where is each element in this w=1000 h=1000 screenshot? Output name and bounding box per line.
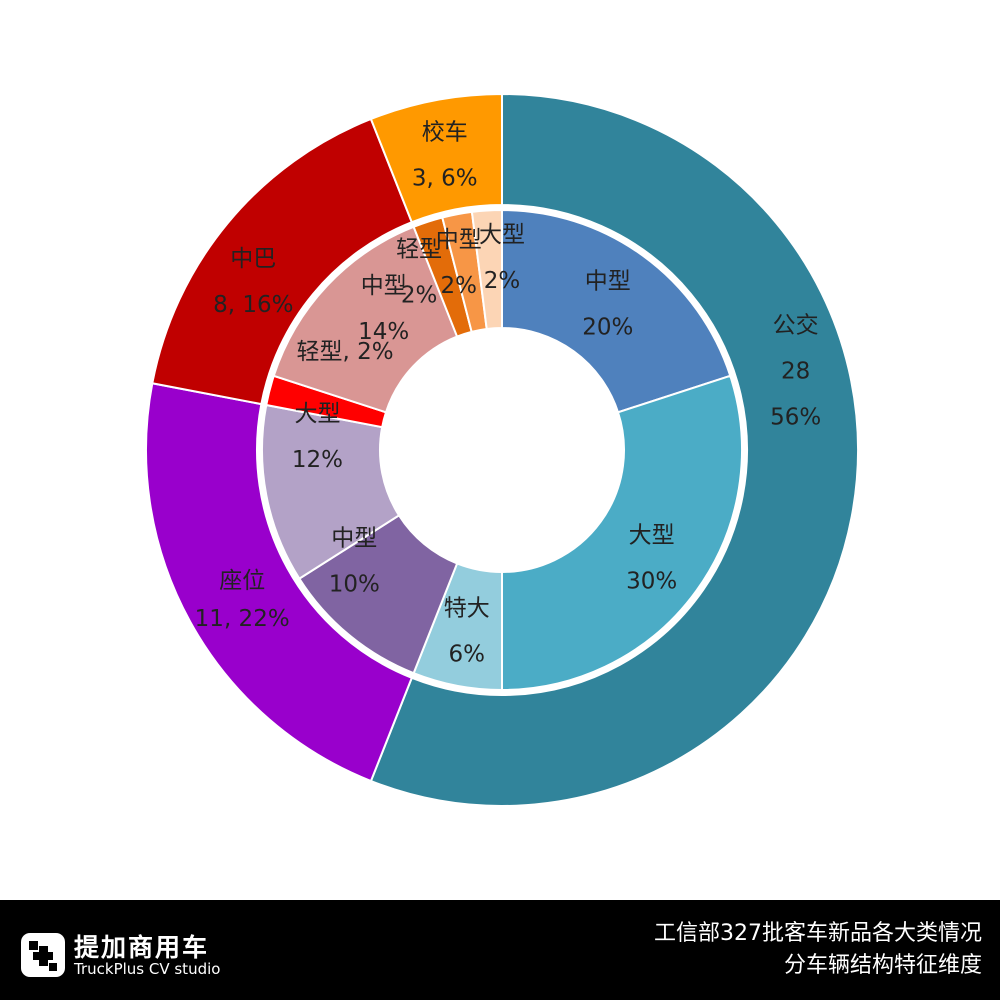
outer-ring-label-line: 中巴 xyxy=(230,246,276,272)
outer-ring-data-label: 公交 28 56% xyxy=(770,312,821,430)
inner-ring-data-label: 中型 20% xyxy=(582,268,633,340)
inner-ring-data-label: 大型 30% xyxy=(626,522,677,594)
inner-ring-label-line: 大型 xyxy=(479,222,525,248)
caption-line-1: 工信部327批客车新品各大类情况 xyxy=(654,921,982,946)
inner-ring-label-line: 中型 xyxy=(436,226,482,252)
inner-ring-label-line: 中型 xyxy=(585,268,631,294)
inner-ring-label-line: 6% xyxy=(448,641,485,667)
chart-svg: 公交 28 56% 座位 11, 22% 中巴 8, 16% 校车 3, 6% 中型 20% 大型 30… xyxy=(145,92,859,807)
outer-ring-label-line: 座位 xyxy=(219,568,265,594)
truckplus-logo-icon xyxy=(21,933,65,977)
inner-ring-slice xyxy=(501,374,744,692)
inner-ring-label-line: 大型 xyxy=(294,401,340,427)
inner-ring-slice xyxy=(272,225,459,414)
outer-ring-label-line: 8, 16% xyxy=(213,292,293,318)
outer-ring-label-line: 28 xyxy=(781,358,810,384)
outer-ring-data-label: 校车 3, 6% xyxy=(412,119,478,191)
inner-ring-data-label: 轻型, 2% xyxy=(297,338,394,364)
inner-ring-label-line: 特大 xyxy=(444,595,490,621)
inner-ring-label-line: 2% xyxy=(441,272,478,298)
inner-ring-data-label: 轻型 2% xyxy=(396,236,442,308)
inner-ring-label-line: 轻型, 2% xyxy=(297,338,394,364)
outer-ring-label-line: 56% xyxy=(770,404,821,430)
inner-ring-data-label: 中型 2% xyxy=(436,226,482,298)
inner-ring-label-line: 2% xyxy=(401,282,438,308)
inner-ring-slice xyxy=(261,403,401,580)
outer-ring-data-label: 中巴 8, 16% xyxy=(213,246,293,318)
inner-ring-label-line: 30% xyxy=(626,568,677,594)
inner-ring-label-line: 中型 xyxy=(361,273,407,299)
logo-english-text: TruckPlus CV studio xyxy=(74,960,221,978)
inner-ring-label-line: 12% xyxy=(292,447,343,473)
chart-caption: 工信部327批客车新品各大类情况 分车辆结构特征维度 xyxy=(654,918,982,982)
inner-ring-slice xyxy=(501,208,732,414)
inner-ring-label-line: 20% xyxy=(582,314,633,340)
outer-ring-data-label: 座位 11, 22% xyxy=(195,568,290,632)
inner-ring-label-line: 2% xyxy=(484,268,521,294)
inner-ring-data-label: 中型 14% xyxy=(358,273,409,345)
nested-donut-chart: 公交 28 56% 座位 11, 22% 中巴 8, 16% 校车 3, 6% 中型 20% 大型 30… xyxy=(145,92,859,807)
outer-ring-slice xyxy=(145,382,414,783)
inner-ring-data-label: 大型 12% xyxy=(292,401,343,473)
outer-ring-label-line: 公交 xyxy=(773,312,819,338)
outer-ring-slice xyxy=(369,92,503,224)
inner-ring-data-label: 大型 2% xyxy=(479,222,525,294)
inner-ring-label-line: 大型 xyxy=(629,522,675,548)
outer-ring-label-line: 校车 xyxy=(422,119,468,145)
outer-ring-label-line: 11, 22% xyxy=(195,606,290,632)
outer-ring-slice xyxy=(369,92,859,807)
outer-ring-label-line: 3, 6% xyxy=(412,165,478,191)
inner-ring-label-line: 14% xyxy=(358,319,409,345)
inner-ring-data-label: 特大 6% xyxy=(444,595,490,667)
inner-ring-label-line: 10% xyxy=(329,571,380,597)
inner-ring-data-label: 中型 10% xyxy=(329,525,380,597)
inner-ring-label-line: 轻型 xyxy=(396,236,442,262)
footer-bar xyxy=(0,900,1000,1000)
inner-ring-label-line: 中型 xyxy=(331,525,377,551)
inner-ring-slice xyxy=(470,208,503,331)
logo-chinese-text: 提加商用车 xyxy=(74,933,210,962)
caption-line-2: 分车辆结构特征维度 xyxy=(783,953,982,978)
